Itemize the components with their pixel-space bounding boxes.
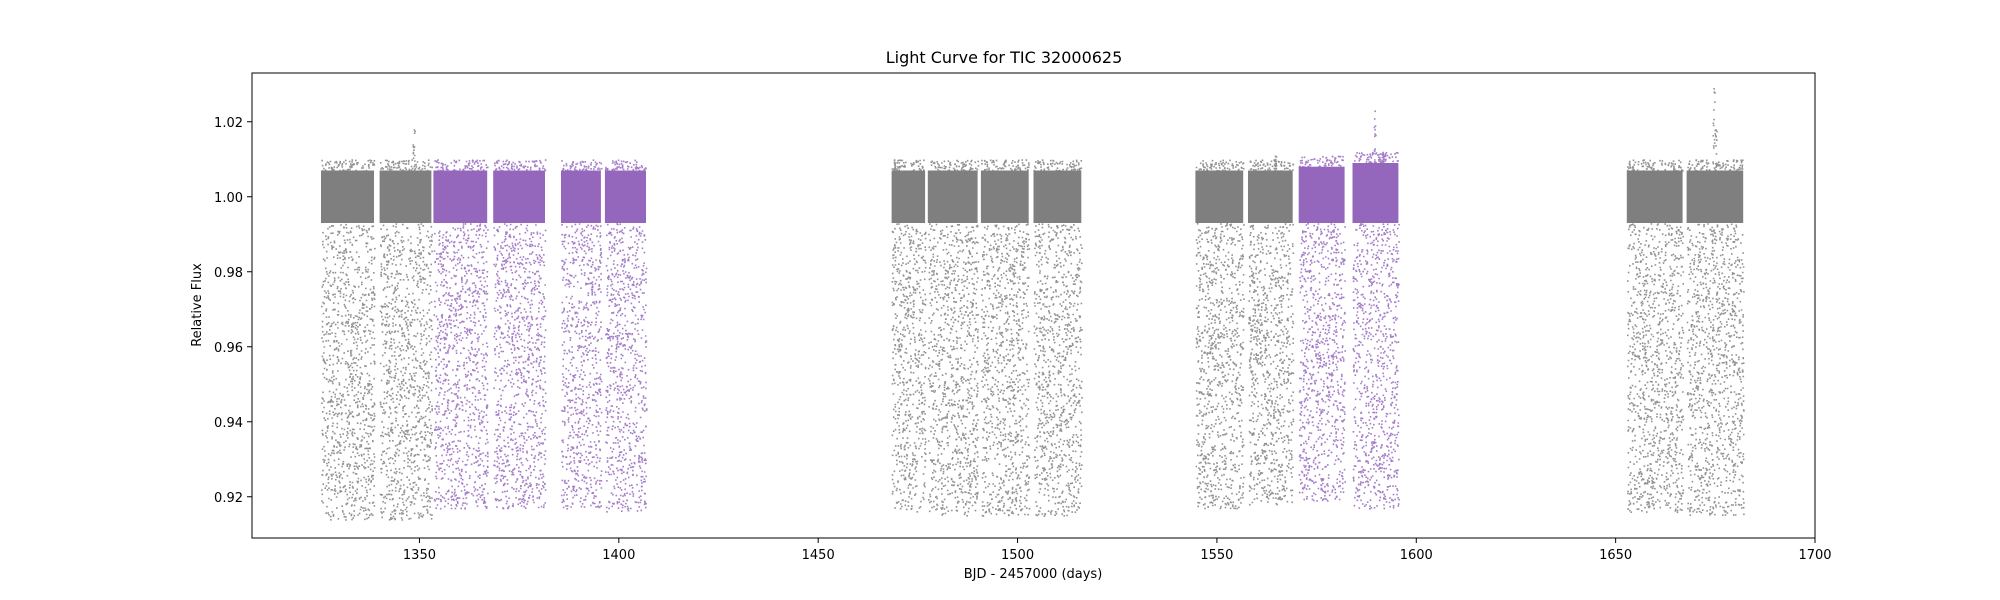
flux-core-band (561, 170, 601, 223)
x-axis-label: BJD - 2457000 (days) (964, 567, 1103, 582)
flux-core-band (379, 170, 432, 223)
y-tick-label: 1.02 (214, 116, 243, 131)
flux-core-band (891, 170, 926, 223)
x-tick-label: 1450 (802, 548, 835, 563)
flux-core-band (1626, 170, 1683, 223)
data-points (321, 88, 1745, 521)
flux-core-band (321, 170, 374, 223)
flux-core-band (493, 170, 545, 223)
flux-core-band (1248, 170, 1293, 223)
series-purple (433, 110, 1400, 513)
flux-core-band (1298, 166, 1345, 223)
flux-core-band (980, 170, 1029, 223)
x-axis-ticks: 1350 1400 1450 1500 1550 1600 1650 1700 (403, 538, 1832, 563)
chart-title: Light Curve for TIC 32000625 (886, 48, 1123, 67)
x-tick-label: 1600 (1400, 548, 1433, 563)
x-tick-label: 1350 (403, 548, 436, 563)
x-tick-label: 1550 (1200, 548, 1233, 563)
x-tick-label: 1650 (1599, 548, 1632, 563)
flux-core-band (1686, 170, 1744, 223)
series-gray (321, 88, 1745, 521)
y-tick-label: 0.94 (214, 416, 243, 431)
y-tick-label: 0.92 (214, 491, 243, 506)
flux-core-band (433, 170, 488, 223)
y-axis-label: Relative Flux (190, 263, 205, 347)
flux-core-band (927, 170, 978, 223)
x-tick-label: 1500 (1001, 548, 1034, 563)
y-tick-label: 1.00 (214, 191, 243, 206)
y-axis-ticks: 0.92 0.94 0.96 0.98 1.00 1.02 (214, 116, 252, 506)
plot-frame (251, 72, 1816, 539)
x-tick-label: 1400 (602, 548, 635, 563)
flux-core-band (1033, 170, 1082, 223)
y-tick-label: 0.96 (214, 341, 243, 356)
flux-core-band (1195, 170, 1244, 223)
flux-core-band (604, 170, 646, 223)
flux-core-band (1352, 163, 1399, 223)
x-tick-label: 1700 (1798, 548, 1831, 563)
y-tick-label: 0.98 (214, 266, 243, 281)
